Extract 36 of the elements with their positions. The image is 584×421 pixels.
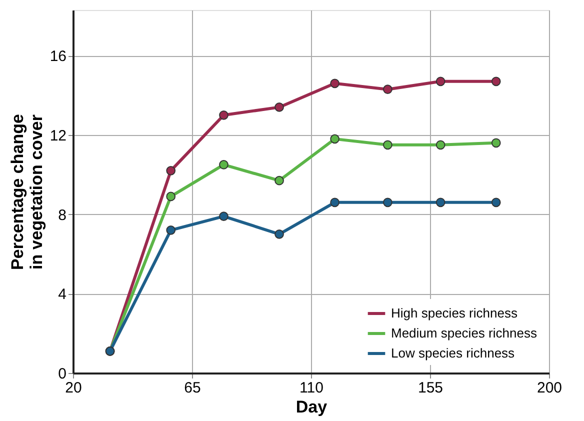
point xyxy=(166,226,176,235)
point xyxy=(491,198,501,208)
point xyxy=(219,110,228,120)
point xyxy=(436,198,446,208)
point xyxy=(166,192,176,202)
point xyxy=(330,134,340,144)
legend-label: Medium species richness xyxy=(391,326,538,340)
point xyxy=(330,78,340,88)
y-tick-label: 4 xyxy=(58,286,66,304)
point xyxy=(436,140,446,150)
point xyxy=(166,166,176,176)
y-tick-label: 16 xyxy=(50,48,66,66)
x-tick-label: 20 xyxy=(65,380,82,396)
x-tick-label: 200 xyxy=(536,380,562,396)
y-tick-label: 12 xyxy=(50,127,66,144)
legend-label: Low species richness xyxy=(391,346,516,360)
point xyxy=(219,212,228,221)
x-tick-label: 65 xyxy=(184,380,201,396)
y-axis-title: Percentage change in vegetation cover xyxy=(8,114,46,270)
point xyxy=(383,84,392,94)
point xyxy=(274,229,284,239)
point xyxy=(219,160,228,170)
y-tick-label: 8 xyxy=(58,206,66,224)
point xyxy=(330,198,340,208)
point xyxy=(491,76,501,86)
point xyxy=(274,102,284,112)
point xyxy=(274,176,284,186)
point xyxy=(383,198,392,208)
x-axis-title: Day xyxy=(296,398,328,416)
point xyxy=(491,138,501,148)
y-tick-label: 0 xyxy=(58,366,66,382)
point xyxy=(436,76,446,86)
x-tick-label: 110 xyxy=(300,380,324,396)
legend-label: High species richness xyxy=(391,306,518,320)
point xyxy=(383,140,392,150)
x-tick-label: 155 xyxy=(418,380,444,396)
